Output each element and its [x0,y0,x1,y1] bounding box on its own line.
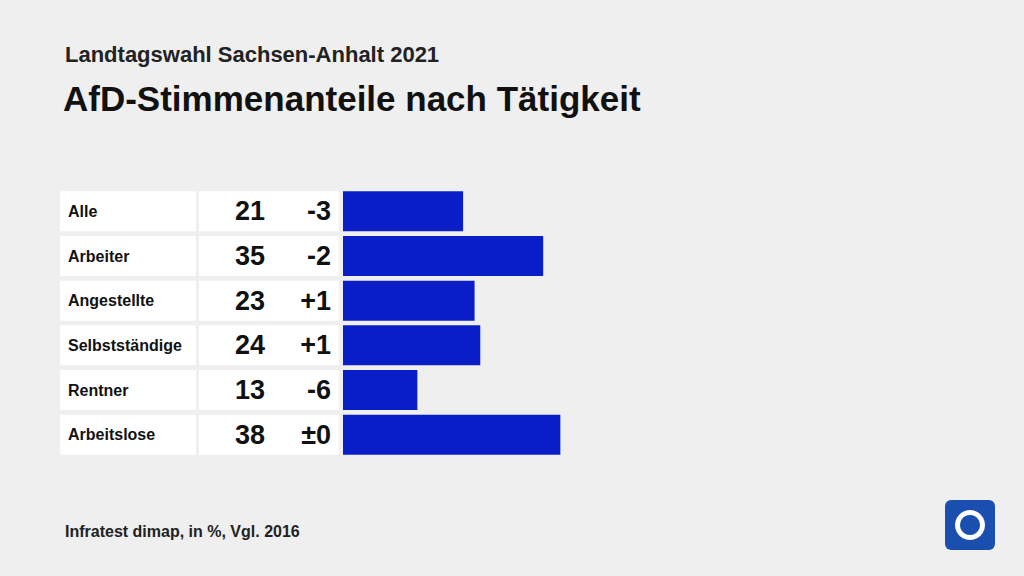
svg-text:24: 24 [235,330,265,360]
svg-text:Landtagswahl Sachsen-Anhalt 20: Landtagswahl Sachsen-Anhalt 2021 [65,42,439,67]
svg-text:23: 23 [235,286,265,316]
svg-text:±0: ±0 [301,420,331,450]
svg-text:Arbeiter: Arbeiter [68,248,129,265]
svg-text:-2: -2 [307,241,331,271]
svg-text:Arbeitslose: Arbeitslose [68,426,155,443]
svg-text:35: 35 [235,241,265,271]
svg-text:Alle: Alle [68,203,97,220]
svg-text:13: 13 [235,375,265,405]
svg-text:Infratest dimap, in %, Vgl. 20: Infratest dimap, in %, Vgl. 2016 [65,523,300,540]
svg-text:+1: +1 [300,286,331,316]
svg-text:Angestellte: Angestellte [68,292,154,309]
svg-text:38: 38 [235,420,265,450]
svg-text:AfD-Stimmenanteile nach Tätigk: AfD-Stimmenanteile nach Tätigkeit [63,79,641,118]
svg-text:21: 21 [235,196,265,226]
svg-text:Rentner: Rentner [68,382,128,399]
svg-text:+1: +1 [300,330,331,360]
svg-text:-6: -6 [307,375,331,405]
svg-text:-3: -3 [307,196,331,226]
svg-text:Selbstständige: Selbstständige [68,337,182,354]
